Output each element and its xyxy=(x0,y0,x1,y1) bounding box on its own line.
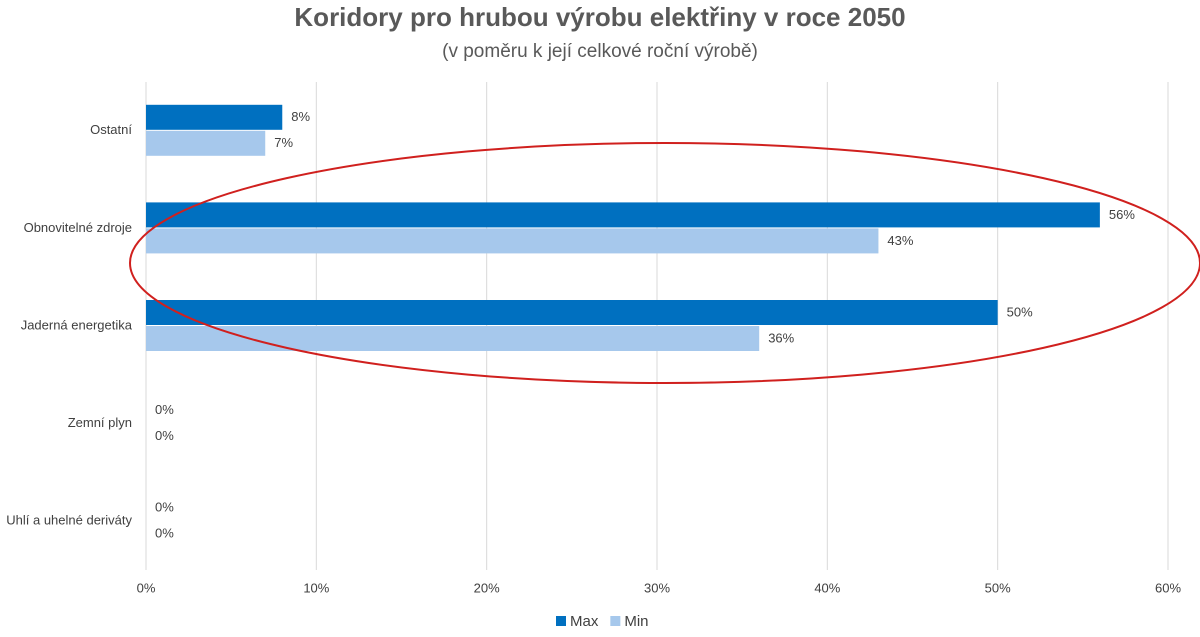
chart-subtitle: (v poměru k její celkové roční výrobě) xyxy=(442,41,758,62)
legend: Max Min xyxy=(556,613,649,630)
legend-label: Max xyxy=(570,613,599,630)
y-tick-label: Ostatní xyxy=(90,122,132,137)
x-tick-label: 30% xyxy=(644,580,670,595)
value-label: 36% xyxy=(768,330,794,345)
legend-swatch xyxy=(610,616,621,626)
grid: 0% 10% 20% 30% 40% 50% 60% xyxy=(137,82,1181,595)
bars: Ostatní 8% 7% Obnovitelné zdroje 56% 43% Jader… xyxy=(6,104,1135,541)
x-tick-label: 20% xyxy=(474,580,500,595)
value-label: 0% xyxy=(155,526,174,541)
legend-swatch xyxy=(556,616,566,626)
value-label: 43% xyxy=(887,233,913,248)
bar xyxy=(146,104,283,130)
value-label: 7% xyxy=(274,135,293,150)
highlight-ellipse xyxy=(129,142,1200,384)
bar xyxy=(146,228,879,254)
value-label: 0% xyxy=(155,500,174,515)
y-tick-label: Obnovitelné zdroje xyxy=(24,220,132,235)
chart-title: Koridory pro hrubou výrobu elektřiny v r… xyxy=(294,2,905,32)
y-tick-label: Zemní plyn xyxy=(68,415,132,430)
x-tick-label: 0% xyxy=(137,580,156,595)
x-tick-label: 10% xyxy=(303,580,329,595)
x-tick-label: 50% xyxy=(985,580,1011,595)
bar xyxy=(146,202,1100,228)
bar xyxy=(146,326,760,351)
y-tick-label: Uhlí a uhelné deriváty xyxy=(6,513,132,528)
value-label: 50% xyxy=(1007,304,1033,319)
legend-label: Min xyxy=(624,613,648,630)
bar xyxy=(146,300,998,325)
value-label: 56% xyxy=(1109,207,1135,222)
x-tick-label: 60% xyxy=(1155,580,1181,595)
x-tick-label: 40% xyxy=(814,580,840,595)
y-tick-label: Jaderná energetika xyxy=(21,317,133,332)
value-label: 0% xyxy=(155,428,174,443)
value-label: 0% xyxy=(155,402,174,417)
value-label: 8% xyxy=(291,109,310,124)
bar xyxy=(146,130,266,156)
